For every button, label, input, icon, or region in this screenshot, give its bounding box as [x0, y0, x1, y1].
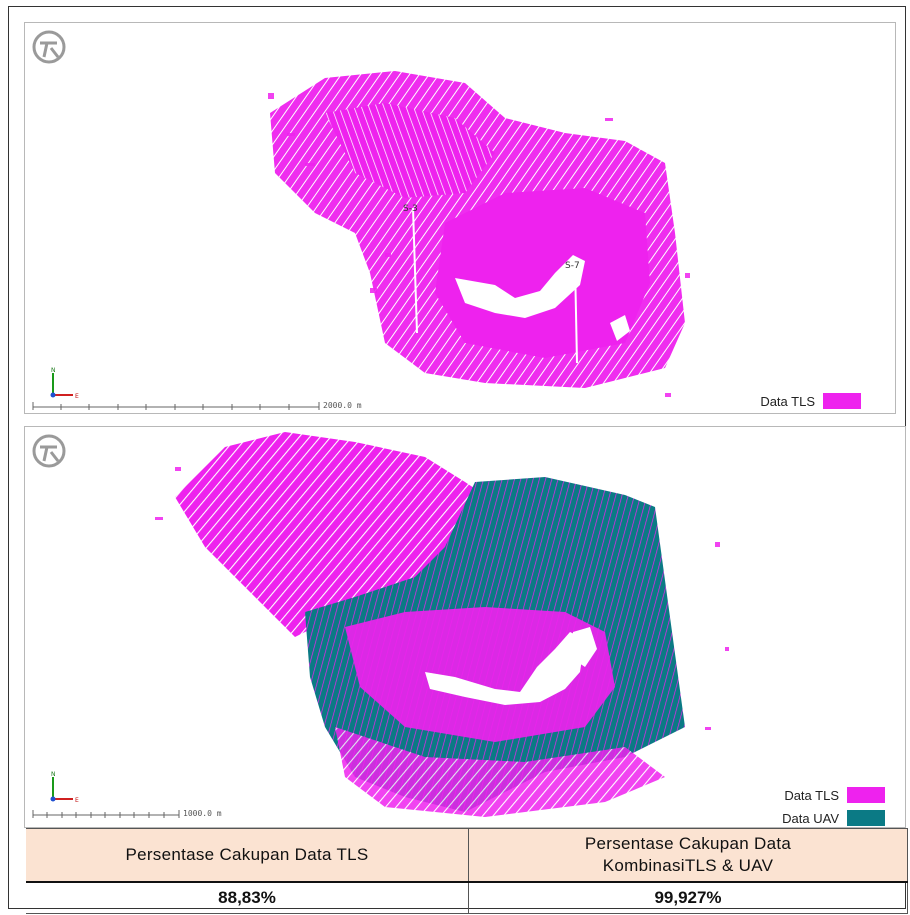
legend-swatch-tls	[823, 393, 861, 409]
station-label-2: S-7	[565, 261, 580, 271]
tls-upper-benches	[325, 103, 495, 198]
value-combined: 99,927%	[468, 881, 908, 914]
axis-triad-icon: N E	[50, 771, 79, 804]
tls-dense-core	[435, 188, 650, 358]
scale-label: 2000.0 m	[323, 401, 362, 410]
table-header-row: Persentase Cakupan Data TLS Persentase C…	[26, 828, 908, 883]
scale-label: 1000.0 m	[183, 809, 222, 818]
tls-pit-overlay	[345, 607, 615, 742]
header-line: Persentase Cakupan Data	[584, 834, 792, 853]
value-tls: 88,83%	[26, 881, 469, 914]
pit-void	[425, 632, 585, 705]
header-line: KombinasiTLS & UAV	[602, 856, 774, 875]
tls-lower-benches	[335, 727, 665, 817]
legend-swatch-uav	[847, 810, 885, 826]
header-line: Persentase Cakupan Data TLS	[125, 845, 369, 864]
tls-coverage-panel: S-3 S-7 N E 2000.0 m Data TLS	[24, 22, 896, 414]
station-line-2	[574, 262, 578, 364]
pit-void-small	[610, 315, 630, 341]
legend-uav: Data UAV	[782, 810, 885, 826]
legend-tls: Data TLS	[784, 787, 885, 803]
legend-swatch-tls	[847, 787, 885, 803]
tls-fringe-points	[155, 467, 729, 730]
coverage-table: Persentase Cakupan Data TLS Persentase C…	[26, 828, 908, 914]
legend-label: Data UAV	[782, 810, 839, 826]
north-label: N	[51, 771, 56, 778]
axis-triad-icon: N E	[50, 367, 79, 400]
station-line-1	[412, 207, 418, 334]
tls-point-cloud-map: S-3 S-7	[268, 71, 690, 397]
software-logo-icon	[32, 434, 66, 468]
legend-label: Data TLS	[760, 393, 815, 409]
table-header-tls: Persentase Cakupan Data TLS	[26, 828, 469, 883]
combined-point-cloud-map	[155, 432, 729, 817]
station-label-1: S-3	[403, 204, 418, 214]
east-label: E	[75, 393, 79, 400]
scale-bar	[32, 402, 320, 410]
north-label: N	[51, 367, 56, 374]
pit-void-small	[573, 627, 597, 667]
tls-fringe-points	[268, 93, 690, 397]
legend-label: Data TLS	[784, 787, 839, 803]
pit-void	[455, 255, 585, 318]
table-row: 88,83% 99,927%	[26, 881, 908, 914]
east-label: E	[75, 797, 79, 804]
scale-bar	[32, 810, 180, 818]
software-logo-icon	[32, 30, 66, 64]
table-header-combined: Persentase Cakupan Data KombinasiTLS & U…	[468, 828, 908, 883]
combined-coverage-panel: N E 1000.0 m Data TLS Data UAV	[24, 426, 906, 828]
legend-tls: Data TLS	[760, 393, 861, 409]
